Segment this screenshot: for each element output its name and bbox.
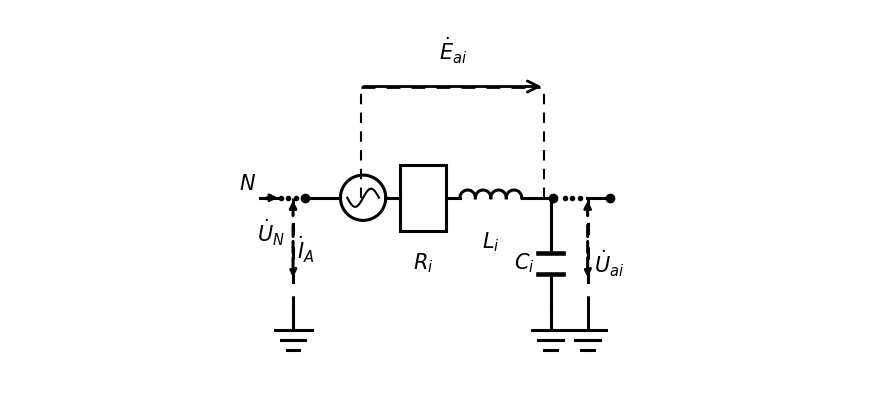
Text: $\dot{U}_N$: $\dot{U}_N$ <box>257 218 285 248</box>
Text: $\dot{I}_A$: $\dot{I}_A$ <box>298 235 315 265</box>
Text: $C_i$: $C_i$ <box>513 252 534 276</box>
Text: $L_i$: $L_i$ <box>482 231 500 254</box>
Text: $\dot{E}_{ai}$: $\dot{E}_{ai}$ <box>438 35 467 66</box>
Text: $\dot{U}_{ai}$: $\dot{U}_{ai}$ <box>593 248 625 279</box>
Text: $R_i$: $R_i$ <box>413 251 433 275</box>
Text: $N$: $N$ <box>239 173 256 194</box>
Bar <box>400 165 446 231</box>
